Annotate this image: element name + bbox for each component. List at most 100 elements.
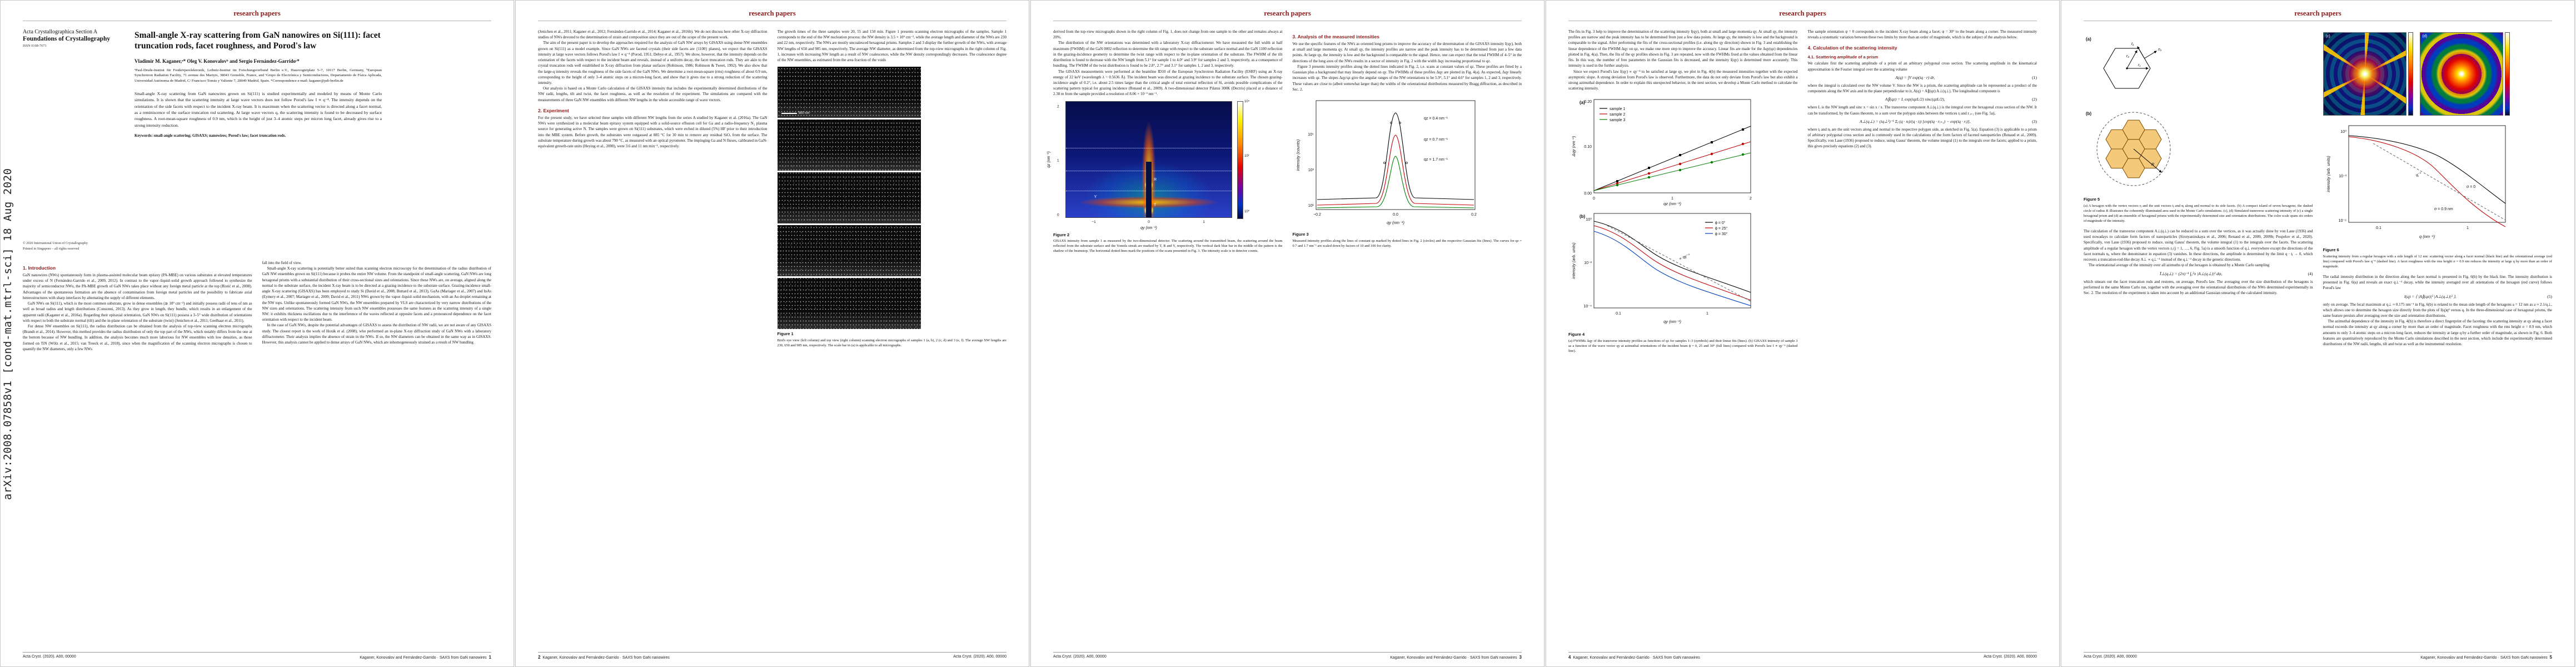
slope-annotation: q⁻⁴ — [2415, 172, 2422, 178]
equation: Ī⊥(q⊥) = (2π)⁻¹ ∫₀²π |A⊥(q⊥)|² dψ, (4) — [2159, 271, 2313, 276]
svg-text:0.0: 0.0 — [1393, 213, 1398, 217]
body-paragraph: In the case of GaN NWs, despite the pote… — [262, 323, 492, 345]
body-paragraph: Small-angle X-ray scattering is potentia… — [262, 266, 492, 322]
copyright-line-1: © 2020 International Union of Crystallog… — [23, 241, 88, 246]
body-paragraph: Figure 3 presents intensity profiles alo… — [1292, 64, 1522, 92]
figure-6-label: Figure 6 — [2323, 247, 2339, 252]
y-axis-label: intensity (counts) — [1296, 139, 1301, 171]
hexagon-island-diagram: (b) R — [2086, 111, 2171, 186]
arxiv-watermark: arXiv:2008.07858v1 [cond-mat.mtrl-sci] 1… — [2, 168, 14, 500]
svg-text:qz (nm⁻¹): qz (nm⁻¹) — [1663, 201, 1681, 206]
svg-text:10³: 10³ — [1308, 168, 1314, 172]
footer-short-title: Kaganer, Konovalov and Fernández-Garrido… — [1390, 656, 1517, 660]
x-tick: 0 — [1148, 220, 1150, 224]
body-paragraph: which smears out the facet truncation ro… — [2084, 279, 2313, 295]
paper-keywords: Keywords: small-angle scattering; GISAXS… — [134, 133, 286, 138]
page-number: 1 — [489, 655, 491, 660]
paper-title: Small-angle X-ray scattering from GaN na… — [134, 31, 381, 51]
svg-text:(b): (b) — [2086, 111, 2092, 116]
section-heading: 3. Analysis of the measured intensities — [1292, 34, 1380, 39]
equation: A∥(qz) = L exp(iqzL/2) sinc(qzL/2), (2) — [1885, 97, 2037, 102]
svg-text:sample 1: sample 1 — [1610, 107, 1626, 111]
svg-text:(b): (b) — [1580, 214, 1586, 219]
body-paragraph: Since we expect Porod's law I(qy) ∝ qy⁻⁴… — [1568, 69, 1798, 91]
svg-text:2: 2 — [1750, 197, 1752, 201]
y-tick: 0 — [1057, 213, 1059, 217]
copyright-note: © 2020 International Union of Crystallog… — [23, 241, 126, 251]
figure-5-label: Figure 5 — [2084, 197, 2100, 202]
page-number: 2 — [538, 655, 541, 660]
journal-sidebar: Acta Crystallographica Section A Foundat… — [23, 29, 126, 251]
running-head: research papers — [23, 1, 491, 21]
scale-bar-line — [781, 112, 797, 114]
page1-right-column: fall into the field of view. Small-angle … — [262, 260, 492, 345]
svg-text:0.20: 0.20 — [1584, 100, 1592, 104]
paper-affiliations: ᵃPaul-Drude-Institut für Festkörperelekt… — [134, 68, 382, 83]
body-paragraph: The aim of the present paper is to devel… — [538, 41, 768, 85]
body-paragraph: Our analysis is based on a Monte Carlo c… — [538, 86, 768, 102]
y-tick: 1 — [1057, 158, 1059, 163]
figure-4: (a) 0.00 0.10 0.20 0 1 2 — [1568, 95, 1798, 354]
colorbar-tick: 10⁰ — [1244, 210, 1250, 213]
svg-text:intensity (arb. units): intensity (arb. units) — [2326, 156, 2331, 192]
hexagon-vectors-diagram: (a) r₁ r₂ n₁ t₁ — [2086, 37, 2162, 89]
body-paragraph: GaN NWs on Si(111), which is the most co… — [23, 301, 252, 323]
running-head: research papers — [538, 1, 1007, 21]
body-paragraph: For the present study, we have selected … — [538, 115, 768, 148]
footer-short-title: Kaganer, Konovalov and Fernández-Garrido… — [360, 656, 487, 660]
page-footer: Acta Cryst. (2020). A00, 00000 Kaganer, … — [23, 652, 491, 660]
running-head: research papers — [2084, 1, 2552, 21]
front-matter: Acta Crystallographica Section A Foundat… — [23, 29, 491, 251]
body-paragraph: The fits in Fig. 3 help to improve the d… — [1568, 29, 1798, 68]
colorbar-tick: 10² — [1244, 155, 1249, 158]
svg-text:1: 1 — [2467, 226, 2469, 230]
figure-2: T R Y −1 0 1 0 1 2 qy (nm⁻¹) qz (nm⁻¹) — [1047, 99, 1283, 254]
sem-micrograph-a: 500 nm — [777, 67, 921, 118]
figure-6-caption: Figure 6 Scattering intensity from a reg… — [2323, 247, 2553, 269]
sem-micrograph-b — [777, 120, 921, 171]
svg-text:intensity (arb. units): intensity (arb. units) — [1571, 242, 1576, 279]
svg-text:ϕ = 0°: ϕ = 0° — [1715, 221, 1726, 225]
page2-right-column: The growth times of the three samples we… — [777, 29, 1007, 353]
page-5: research papers (a) r₁ — [2061, 0, 2575, 667]
svg-text:r₁: r₁ — [2138, 63, 2141, 67]
svg-text:−0.2: −0.2 — [1313, 213, 1321, 217]
svg-text:t₁: t₁ — [2131, 42, 2134, 46]
page-1: arXiv:2008.07858v1 [cond-mat.mtrl-sci] 1… — [0, 0, 514, 667]
colorbar — [1237, 101, 1243, 219]
page-footer: 2 Kaganer, Konovalov and Fernández-Garri… — [538, 652, 1007, 660]
x-axis-label: qy (nm⁻¹) — [1387, 220, 1404, 225]
fwhm-vs-qz-plot: (a) 0.00 0.10 0.20 0 1 2 — [1571, 99, 1752, 206]
label-yoneda-streak: Y — [1094, 195, 1097, 200]
body-paragraph: The azimuthal dependence of the intensit… — [2323, 319, 2553, 347]
figure-5-diagrams: (a) r₁ r₂ n₁ t₁ — [2084, 33, 2313, 223]
body-paragraph: GaN nanowires (NWs) spontaneously form i… — [23, 273, 252, 300]
scale-bar-label: 500 nm — [798, 112, 810, 116]
intensity-vs-qy-plot: (b) 10⁻⁴ 10⁻² 10⁰ 0.1 1 ∝ qy⁻⁴ ϕ = 0° ϕ — [1571, 213, 1751, 324]
figure-6-caption-text: Scattering intensity from a regular hexa… — [2323, 254, 2553, 268]
colorbar-tick: 10⁴ — [1244, 99, 1250, 103]
sem-micrograph-e — [777, 278, 921, 330]
body-paragraph: (Jenichen et al., 2011; Kaganer et al., … — [538, 29, 768, 40]
figure-3-caption-text: Measured intensity profiles along the li… — [1292, 238, 1522, 248]
journal-issn: ISSN 0108-7673 — [23, 44, 47, 48]
svg-text:sample 2: sample 2 — [1610, 113, 1626, 117]
body-paragraph: The growth times of the three samples we… — [777, 29, 1007, 63]
footer-short-title: Kaganer, Konovalov and Fernández-Garrido… — [1573, 656, 1700, 660]
equation: A(q) = ∫V exp(iq · r) dr, (1) — [1895, 74, 2037, 80]
body-paragraph: The orientational average of the intensi… — [2089, 263, 2270, 268]
svg-text:0.00: 0.00 — [1584, 192, 1592, 196]
page5-left-column: (a) r₁ r₂ n₁ t₁ — [2084, 29, 2313, 296]
footer-journal-ref: Acta Cryst. (2020). A00, 00000 — [953, 655, 1007, 659]
gisaxs-intensity-map: T R Y — [1065, 101, 1232, 218]
svg-text:10⁰: 10⁰ — [1586, 217, 1592, 222]
label-reflected-beam: R — [1153, 177, 1157, 182]
colorbar — [2504, 32, 2510, 116]
annotation-qz2: qz = 0.7 nm⁻¹ — [1424, 138, 1448, 142]
body-paragraph: The radial intensity distribution in the… — [2323, 274, 2553, 291]
journal-section: Acta Crystallographica Section A — [23, 29, 98, 35]
page4-right-column: The sample orientation ψ = 0 corresponds… — [1808, 29, 2037, 150]
section-heading: 2. Experiment — [538, 107, 569, 113]
figure-5-caption-text: (a) A hexagon with the vertex vectors rⱼ… — [2084, 203, 2313, 223]
scale-bar: 500 nm — [781, 112, 810, 115]
